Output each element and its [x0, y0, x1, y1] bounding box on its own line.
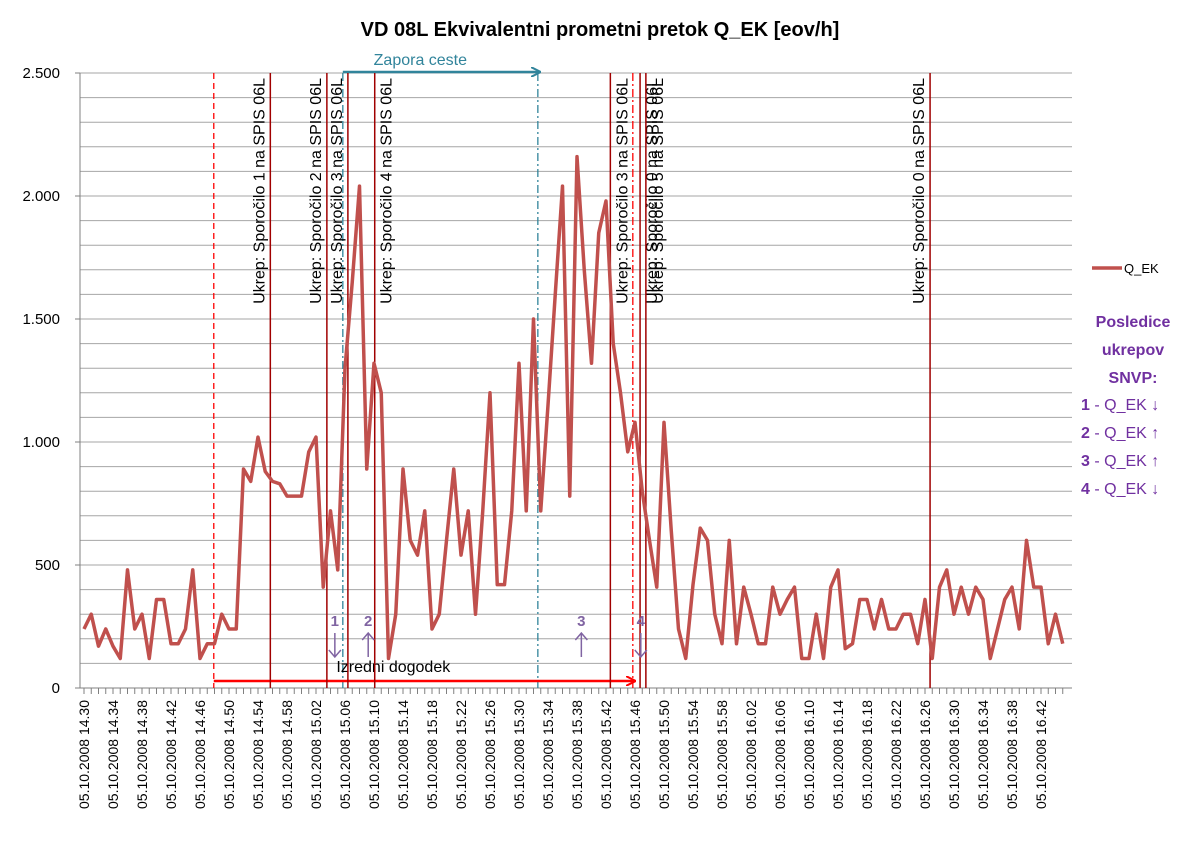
y-tick-label: 500 — [35, 557, 60, 574]
event-label: Ukrep: Sporočilo 3 na SPIS 06L — [614, 78, 631, 304]
x-tick-label: 05.10.2008 16.06 — [772, 700, 788, 809]
note-text: - Q_EK ↓ — [1090, 397, 1159, 414]
x-tick-label: 05.10.2008 15.34 — [540, 700, 556, 809]
note-item: 4 - Q_EK ↓ — [1081, 481, 1159, 498]
event-label: Ukrep: Sporočilo 0 na SPIS 06L — [644, 78, 661, 304]
x-tick-label: 05.10.2008 14.50 — [221, 700, 237, 809]
x-tick-label: 05.10.2008 16.18 — [859, 700, 875, 809]
x-tick-label: 05.10.2008 14.34 — [105, 700, 121, 809]
marker-arrow — [574, 631, 588, 657]
x-tick-label: 05.10.2008 15.18 — [424, 700, 440, 809]
note-item: 3 - Q_EK ↑ — [1081, 453, 1159, 470]
legend-label: Q_EK — [1124, 261, 1159, 276]
x-tick-label: 05.10.2008 14.42 — [163, 700, 179, 809]
x-tick-label: 05.10.2008 16.02 — [743, 700, 759, 809]
note-num: 1 — [1081, 397, 1090, 414]
marker-label: 2 — [364, 613, 372, 630]
x-tick-label: 05.10.2008 15.14 — [395, 700, 411, 809]
note-num: 4 — [1081, 481, 1090, 498]
y-tick-label: 2.500 — [22, 65, 60, 82]
x-tick-label: 05.10.2008 15.58 — [714, 700, 730, 809]
range-label: Zapora ceste — [374, 52, 467, 69]
x-tick-label: 05.10.2008 14.46 — [192, 700, 208, 809]
x-tick-label: 05.10.2008 14.54 — [250, 700, 266, 809]
marker-label: 3 — [577, 613, 585, 630]
note-line: ukrepov — [1102, 342, 1164, 359]
x-tick-label: 05.10.2008 15.42 — [598, 700, 614, 809]
x-tick-label: 05.10.2008 16.26 — [917, 700, 933, 809]
x-tick-label: 05.10.2008 16.30 — [946, 700, 962, 809]
x-tick-label: 05.10.2008 16.14 — [830, 700, 846, 809]
x-tick-label: 05.10.2008 16.38 — [1004, 700, 1020, 809]
x-tick-label: 05.10.2008 15.02 — [308, 700, 324, 809]
y-tick-label: 0 — [52, 680, 60, 697]
x-tick-label: 05.10.2008 14.38 — [134, 700, 150, 809]
note-text: - Q_EK ↑ — [1090, 453, 1159, 470]
y-tick-label: 1.500 — [22, 311, 60, 328]
marker-arrow — [634, 633, 648, 659]
note-line: Posledice — [1096, 314, 1171, 331]
event-label: Ukrep: Sporočilo 0 na SPIS 06L — [911, 78, 928, 304]
note-text: - Q_EK ↑ — [1090, 425, 1159, 442]
marker-arrow — [328, 633, 342, 659]
x-tick-label: 05.10.2008 16.10 — [801, 700, 817, 809]
note-item: 2 - Q_EK ↑ — [1081, 425, 1159, 442]
note-num: 2 — [1081, 425, 1090, 442]
note-num: 3 — [1081, 453, 1090, 470]
x-tick-label: 05.10.2008 15.10 — [366, 700, 382, 809]
x-tick-label: 05.10.2008 15.50 — [656, 700, 672, 809]
note-line: SNVP: — [1109, 370, 1158, 387]
y-tick-label: 2.000 — [22, 188, 60, 205]
marker-label: 1 — [331, 613, 339, 630]
y-tick-label: 1.000 — [22, 434, 60, 451]
note-text: - Q_EK ↓ — [1090, 481, 1159, 498]
range-label: Izredni dogodek — [336, 659, 451, 676]
data-line — [82, 154, 1065, 661]
x-tick-label: 05.10.2008 15.30 — [511, 700, 527, 809]
x-tick-label: 05.10.2008 16.34 — [975, 700, 991, 809]
event-label: Ukrep: Sporočilo 2 na SPIS 06L — [308, 78, 325, 304]
x-tick-label: 05.10.2008 15.06 — [337, 700, 353, 809]
x-tick-label: 05.10.2008 15.38 — [569, 700, 585, 809]
marker-label: 4 — [637, 613, 646, 630]
x-tick-label: 05.10.2008 15.26 — [482, 700, 498, 809]
event-label: Ukrep: Sporočilo 3 na SPIS 06L — [329, 78, 346, 304]
x-tick-label: 05.10.2008 16.22 — [888, 700, 904, 809]
chart-title: VD 08L Ekvivalentni prometni pretok Q_EK… — [361, 19, 840, 41]
x-tick-label: 05.10.2008 14.30 — [76, 700, 92, 809]
x-tick-label: 05.10.2008 15.22 — [453, 700, 469, 809]
x-tick-label: 05.10.2008 15.54 — [685, 700, 701, 809]
event-label: Ukrep: Sporočilo 4 na SPIS 06L — [379, 78, 396, 304]
note-item: 1 - Q_EK ↓ — [1081, 397, 1159, 414]
marker-arrow — [361, 631, 375, 657]
x-tick-label: 05.10.2008 14.58 — [279, 700, 295, 809]
event-label: Ukrep: Sporočilo 1 na SPIS 06L — [251, 78, 268, 304]
x-tick-label: 05.10.2008 15.46 — [627, 700, 643, 809]
event-label: Ukrep: Sporočilo 5 na SPIS 06L — [650, 78, 667, 304]
x-tick-label: 05.10.2008 16.42 — [1033, 700, 1049, 809]
